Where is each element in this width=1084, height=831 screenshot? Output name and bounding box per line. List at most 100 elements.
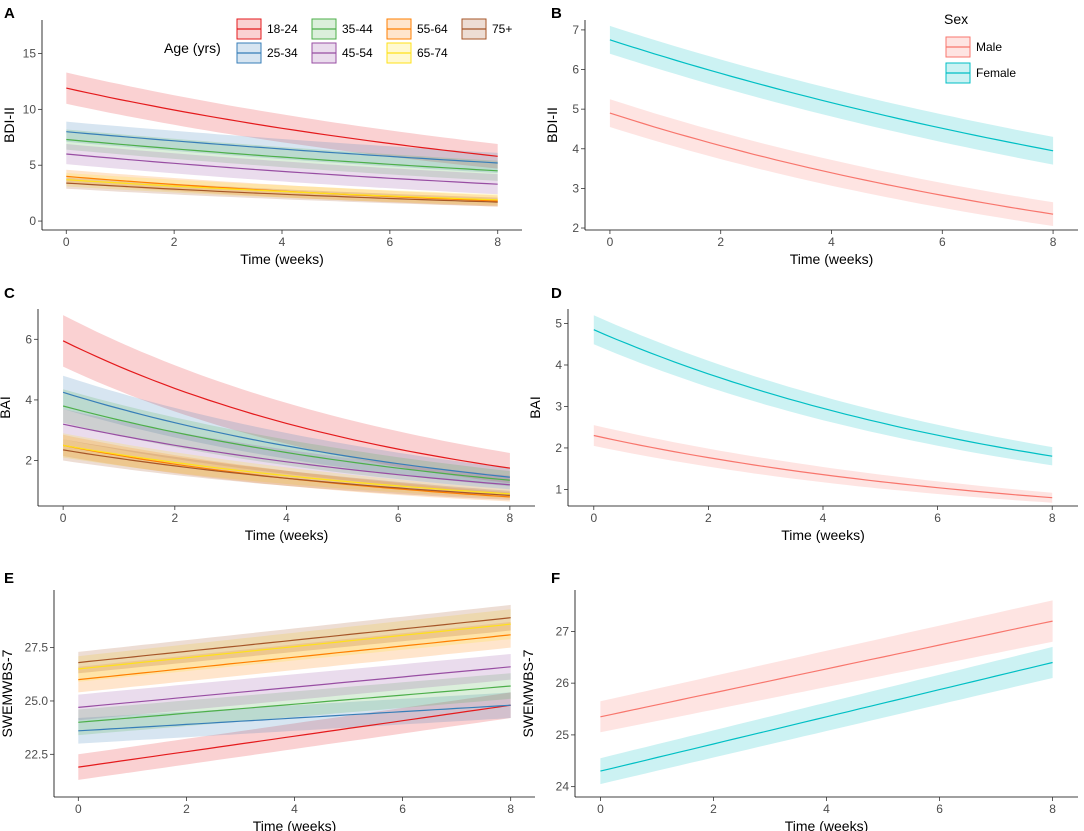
series-line-Female xyxy=(593,329,1053,457)
series-line-75+ xyxy=(63,449,510,496)
x-tick-label: 4 xyxy=(820,511,827,525)
series-line-25-34 xyxy=(62,391,510,478)
x-tick-label: 2 xyxy=(183,802,190,816)
series-line-18-24 xyxy=(62,340,510,469)
y-tick-label: 26 xyxy=(556,676,570,690)
legend-label: 55-64 xyxy=(417,22,448,36)
series-line-75+ xyxy=(66,182,498,203)
y-tick-label: 15 xyxy=(23,47,37,61)
series-line-55-64 xyxy=(78,634,511,681)
series-line-Female xyxy=(609,39,1054,152)
series-line-45-54 xyxy=(66,153,498,185)
panel-a: A 0 2 4 6 8 0 5 10 15 Time (weeks) BDI-II xyxy=(1,5,522,267)
y-tick-label: 2 xyxy=(25,454,32,468)
legend-label: 65-74 xyxy=(417,46,448,60)
plot-area xyxy=(609,25,1054,226)
panel-label: B xyxy=(551,5,562,22)
y-tick-label: 6 xyxy=(572,63,579,77)
x-tick-label: 2 xyxy=(705,511,712,525)
y-tick-label: 4 xyxy=(572,142,579,156)
x-axis-title: Time (weeks) xyxy=(240,251,324,267)
ci-ribbon-55-64 xyxy=(63,434,510,502)
panel-label: F xyxy=(551,570,560,587)
panel-label: C xyxy=(4,285,15,302)
x-axis-title: Time (weeks) xyxy=(253,818,337,831)
ci-ribbon-18-24 xyxy=(66,72,498,169)
legend-label: 18-24 xyxy=(267,22,298,36)
y-tick-label: 5 xyxy=(555,317,562,331)
ci-ribbon-45-54 xyxy=(66,144,498,195)
y-tick-label: 2 xyxy=(555,441,562,455)
y-axis-title: SWEMWBS-7 xyxy=(520,649,536,737)
y-tick-label: 27 xyxy=(556,624,570,638)
ci-ribbon-45-54 xyxy=(63,409,510,494)
x-tick-label: 8 xyxy=(1050,235,1057,249)
age-legend-item: 55-64 xyxy=(386,18,448,40)
x-tick-label: 4 xyxy=(279,235,286,249)
sex-legend-item: Male xyxy=(945,36,1002,58)
series-line-Male xyxy=(609,112,1054,215)
ci-ribbon-Female xyxy=(593,315,1053,466)
y-axis-title: SWEMWBS-7 xyxy=(0,649,15,737)
x-tick-label: 6 xyxy=(399,802,406,816)
legend-label: Female xyxy=(976,66,1016,80)
series-line-Male xyxy=(600,620,1053,718)
x-tick-label: 2 xyxy=(171,511,178,525)
y-tick-label: 27.5 xyxy=(25,641,49,655)
y-tick-label: 7 xyxy=(572,23,579,37)
legend-label: 75+ xyxy=(492,22,512,36)
x-tick-label: 2 xyxy=(717,235,724,249)
age-legend-title: Age (yrs) xyxy=(164,40,221,56)
ci-ribbon-75+ xyxy=(63,439,510,500)
age-legend: Age (yrs) 18-24 25-34 35-44 45-54 55-64 65-74 7… xyxy=(164,18,512,64)
x-tick-label: 4 xyxy=(283,511,290,525)
panel-c: C 0 2 4 6 8 2 4 6 Time (weeks) BAI xyxy=(0,285,535,543)
x-tick-label: 0 xyxy=(607,235,614,249)
y-tick-label: 4 xyxy=(555,358,562,372)
x-tick-label: 4 xyxy=(828,235,835,249)
plot-area xyxy=(62,315,510,502)
y-tick-label: 24 xyxy=(556,780,570,794)
ci-ribbon-Female xyxy=(600,646,1053,785)
y-tick-label: 1 xyxy=(555,482,562,496)
ci-ribbon-65-74 xyxy=(63,433,510,499)
series-line-18-24 xyxy=(78,704,511,768)
x-tick-label: 6 xyxy=(936,802,943,816)
panel-d: D 0 2 4 6 8 1 2 3 4 5 Time (weeks) BAI xyxy=(527,285,1078,543)
y-tick-label: 10 xyxy=(23,102,37,116)
series-line-25-34 xyxy=(66,131,498,164)
x-tick-label: 6 xyxy=(395,511,402,525)
series-line-45-54 xyxy=(78,666,511,708)
ci-ribbon-25-34 xyxy=(63,375,510,487)
series-line-18-24 xyxy=(66,87,498,157)
x-tick-label: 8 xyxy=(1049,511,1056,525)
y-axis-title: BAI xyxy=(0,396,13,419)
x-tick-label: 0 xyxy=(63,235,70,249)
sex-legend-item: Female xyxy=(945,62,1016,84)
sex-legend-title: Sex xyxy=(944,11,968,27)
ci-ribbon-35-44 xyxy=(66,129,498,181)
ci-ribbon-Male xyxy=(609,99,1054,226)
y-tick-label: 0 xyxy=(29,214,36,228)
plot-area xyxy=(600,600,1053,785)
age-legend-item: 18-24 xyxy=(236,18,298,40)
x-tick-label: 2 xyxy=(171,235,178,249)
y-axis-title: BDI-II xyxy=(544,107,560,143)
x-tick-label: 0 xyxy=(75,802,82,816)
y-axis-title: BAI xyxy=(527,396,543,419)
ci-ribbon-Female xyxy=(609,25,1054,165)
plot-area xyxy=(66,72,498,207)
x-tick-label: 8 xyxy=(1049,802,1056,816)
y-tick-label: 3 xyxy=(572,181,579,195)
plot-area xyxy=(78,604,511,780)
panel-e: E 0 2 4 6 8 22.5 25.0 27.5 Time (weeks) SWEMWBS-7 xyxy=(0,570,535,831)
y-tick-label: 22.5 xyxy=(25,747,49,761)
age-legend-item: 35-44 xyxy=(311,18,373,40)
age-legend-item: 65-74 xyxy=(386,42,448,64)
ci-ribbon-18-24 xyxy=(63,315,510,484)
series-line-25-34 xyxy=(78,704,511,732)
sex-legend: Sex Male Female xyxy=(944,11,1016,84)
ci-ribbon-25-34 xyxy=(66,121,498,173)
series-line-75+ xyxy=(78,617,511,664)
x-tick-label: 0 xyxy=(590,511,597,525)
